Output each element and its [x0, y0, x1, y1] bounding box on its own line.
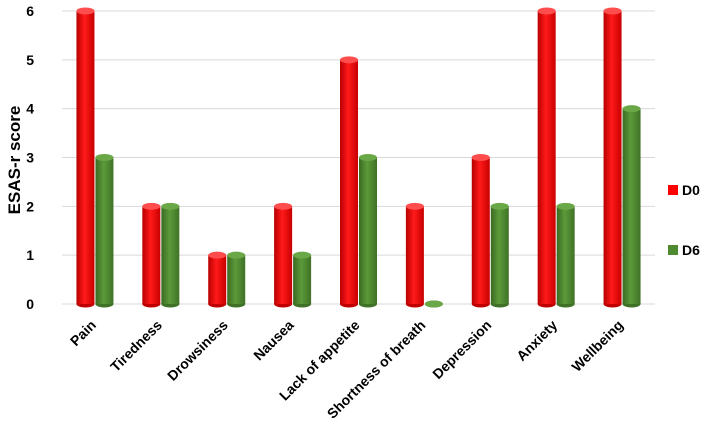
bar-body	[76, 11, 95, 304]
y-axis-label: ESAS-r score	[5, 106, 24, 215]
bar-top	[208, 251, 227, 259]
bar-d0-pain	[76, 7, 95, 308]
bar-top	[537, 7, 556, 15]
bar-d0-depression	[471, 154, 490, 308]
legend-label: D6	[682, 242, 700, 258]
bar-body	[142, 206, 161, 304]
legend-item-d6: D6	[668, 242, 700, 258]
bar-body	[359, 157, 377, 304]
bar-d6-wellbeing	[622, 105, 641, 308]
y-tick-label: 4	[26, 101, 34, 117]
bar-top	[161, 202, 180, 210]
legend: D0 D6	[668, 182, 700, 258]
y-axis-ticks: 0 1 2 3 4 5 6	[26, 3, 34, 312]
bar-d0-lack-of-appetite	[340, 56, 358, 308]
x-tick-label: Pain	[67, 317, 99, 349]
bar-body	[274, 206, 293, 304]
bar-top	[359, 154, 377, 161]
bar-d6-nausea	[293, 251, 312, 308]
bar-top	[490, 202, 509, 210]
y-tick-label: 1	[26, 247, 34, 263]
bar-d0-shortness-of-breath	[405, 202, 424, 308]
bar-body	[95, 157, 114, 304]
x-tick-label: Tiredness	[107, 317, 165, 375]
bar-body	[293, 255, 312, 304]
bar-body	[556, 206, 575, 304]
gridlines	[62, 10, 655, 305]
bar-body	[227, 255, 246, 304]
bar-body	[537, 11, 556, 304]
bar-top	[405, 202, 424, 210]
y-tick-label: 0	[26, 296, 34, 312]
bar-top	[603, 7, 622, 15]
legend-item-d0: D0	[668, 182, 700, 198]
bar-top	[76, 7, 95, 15]
bar-top	[622, 105, 641, 113]
x-tick-label: Depression	[429, 317, 494, 382]
x-tick-label: Anxiety	[513, 317, 560, 364]
bar-body	[161, 206, 180, 304]
bar-d6-lack-of-appetite	[359, 154, 377, 308]
bar-top	[424, 300, 443, 308]
bar-d6-shortness-of-breath	[424, 300, 443, 308]
bar-d0-nausea	[274, 202, 293, 308]
bar-d6-drowsiness	[227, 251, 246, 308]
bar-d6-tiredness	[161, 202, 180, 308]
bar-top	[274, 202, 293, 210]
bar-body	[340, 59, 358, 305]
bar-top	[227, 251, 246, 259]
bar-d6-anxiety	[556, 202, 575, 308]
legend-swatch	[668, 245, 678, 255]
x-tick-label: Nausea	[250, 317, 297, 364]
bar-d0-tiredness	[142, 202, 161, 308]
y-tick-label: 5	[26, 52, 34, 68]
bar-top	[142, 202, 161, 210]
y-tick-label: 3	[26, 150, 34, 166]
y-tick-label: 6	[26, 3, 34, 19]
bar-body	[405, 206, 424, 304]
bar-d0-drowsiness	[208, 251, 227, 308]
x-tick-label: Drowsiness	[164, 317, 231, 384]
bar-d6-depression	[490, 202, 509, 308]
bar-top	[95, 154, 114, 161]
bar-body	[471, 157, 490, 304]
bar-d0-anxiety	[537, 7, 556, 308]
bar-body	[490, 206, 509, 304]
legend-label: D0	[682, 182, 700, 198]
bar-body	[622, 108, 641, 305]
legend-swatch	[668, 185, 678, 195]
bar-series	[76, 7, 641, 308]
bar-top	[471, 154, 490, 161]
bar-d0-wellbeing	[603, 7, 622, 308]
x-tick-label: Wellbeing	[568, 317, 626, 375]
y-tick-label: 2	[26, 198, 34, 214]
bar-body	[208, 255, 227, 304]
bar-top	[556, 202, 575, 210]
bar-body	[603, 11, 622, 304]
bar-top	[340, 56, 358, 64]
bar-top	[293, 251, 312, 259]
bar-d6-pain	[95, 154, 114, 308]
